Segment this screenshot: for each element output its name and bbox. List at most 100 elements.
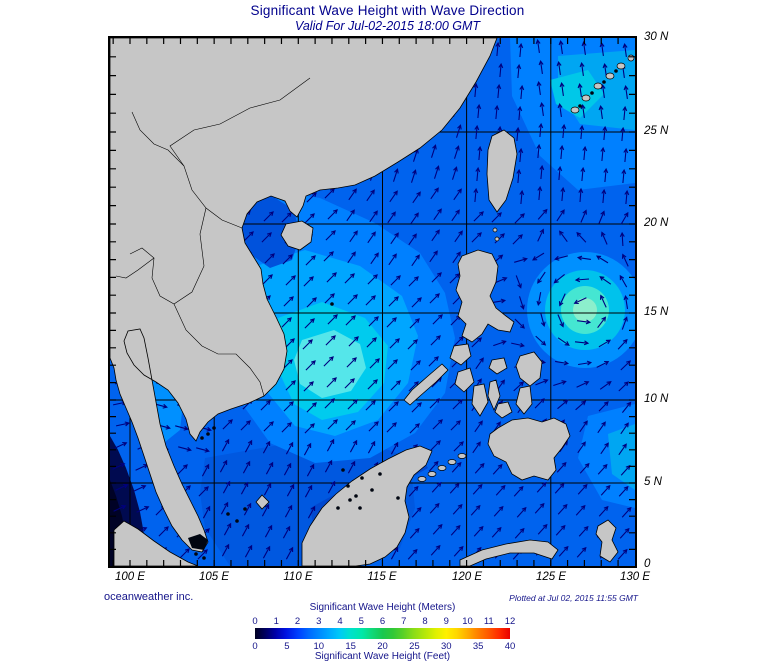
lat-label: 0 (644, 558, 651, 570)
lat-label: 20 N (644, 217, 669, 229)
land-mass (487, 379, 501, 412)
reef-speck (226, 512, 230, 516)
land-mass (459, 539, 559, 566)
reef-speck (243, 507, 247, 511)
feet-tick: 35 (472, 641, 484, 652)
vortex-ring (573, 298, 597, 322)
meters-tick: 6 (379, 616, 386, 627)
lon-label: 130 E (619, 571, 651, 583)
reef-speck (614, 69, 618, 73)
sea-patch (294, 330, 366, 398)
island (627, 54, 635, 62)
land-mass (455, 249, 515, 343)
lon-label: 125 E (535, 571, 567, 583)
legend-colorbar (255, 628, 510, 639)
reef-speck (354, 494, 358, 498)
legend-meters-label: Significant Wave Height (Meters) (309, 602, 456, 613)
feet-tick: 30 (440, 641, 452, 652)
island (417, 476, 427, 482)
land-mass (471, 383, 489, 417)
reef-speck (336, 506, 340, 510)
island (581, 94, 591, 102)
island (427, 471, 437, 477)
lat-label: 5 N (644, 476, 662, 488)
meters-tick: 12 (504, 616, 516, 627)
island (616, 62, 626, 70)
credit-text: oceanweather inc. (104, 591, 194, 603)
island (494, 236, 500, 242)
island (593, 82, 603, 90)
reef-speck (188, 534, 208, 550)
reef-speck (370, 488, 374, 492)
feet-tick: 25 (409, 641, 420, 652)
reef-speck (341, 468, 345, 472)
feet-tick: 20 (377, 641, 388, 652)
reef-speck (602, 80, 606, 84)
land-mass (486, 129, 518, 213)
reef-speck (206, 432, 210, 436)
feet-tick: 40 (504, 641, 516, 652)
lat-label: 30 N (644, 31, 669, 43)
lat-label: 10 N (644, 393, 669, 405)
meters-tick: 7 (401, 616, 407, 627)
lat-label: 15 N (644, 306, 669, 318)
land-mass (494, 401, 513, 419)
island (447, 459, 457, 465)
land-mass (487, 417, 571, 481)
island (437, 465, 447, 471)
feet-tick: 5 (284, 641, 290, 652)
feet-tick: 15 (345, 641, 356, 652)
feet-tick: 0 (252, 641, 258, 652)
reef-speck (330, 302, 334, 306)
legend-feet-label: Significant Wave Height (Feet) (314, 651, 451, 662)
land-mass (403, 363, 449, 406)
meters-tick: 4 (337, 616, 343, 627)
reef-speck (590, 91, 594, 95)
meters-tick: 3 (316, 616, 322, 627)
meters-tick: 10 (462, 616, 473, 627)
reef-speck (578, 104, 582, 108)
border-line (169, 77, 311, 167)
lon-label: 100 E (114, 571, 146, 583)
reef-speck (200, 436, 204, 440)
valid-time-subtitle: Valid For Jul-02-2015 18:00 GMT (294, 19, 481, 33)
border-line (129, 207, 207, 305)
island (457, 453, 467, 459)
meters-tick: 8 (422, 616, 428, 627)
meters-tick: 2 (294, 616, 301, 627)
sea-patch (608, 424, 635, 490)
wave-map (110, 38, 635, 566)
reef-speck (194, 552, 198, 556)
reef-speck (202, 556, 206, 560)
land-mass (515, 385, 533, 415)
lon-label: 105 E (198, 571, 230, 583)
lon-label: 110 E (283, 571, 313, 583)
page-title: Significant Wave Height with Wave Direct… (250, 3, 525, 18)
land-mass (280, 220, 314, 251)
lat-label: 25 N (644, 125, 669, 137)
reef-speck (358, 506, 362, 510)
meters-tick: 9 (443, 616, 449, 627)
feet-tick: 10 (313, 641, 325, 652)
land-mass (595, 519, 619, 563)
lon-label: 120 E (451, 571, 483, 583)
island (492, 227, 498, 233)
border-line (173, 303, 265, 397)
meters-tick: 1 (273, 616, 279, 627)
meters-tick: 11 (483, 616, 494, 627)
land-mass (110, 38, 498, 553)
land-mass (301, 445, 433, 566)
meters-tick: 0 (252, 616, 258, 627)
land-mass (454, 367, 475, 393)
map-frame (108, 36, 637, 568)
reef-speck (378, 472, 382, 476)
land-mass (255, 494, 270, 510)
lon-label: 115 E (367, 571, 397, 583)
plotted-timestamp: Plotted at Jul 02, 2015 11:55 GMT (509, 593, 638, 603)
frame-ticks (110, 38, 635, 566)
land-mass (113, 520, 199, 566)
meters-tick: 5 (358, 616, 364, 627)
land-mass (449, 343, 472, 366)
reef-speck (212, 426, 216, 430)
